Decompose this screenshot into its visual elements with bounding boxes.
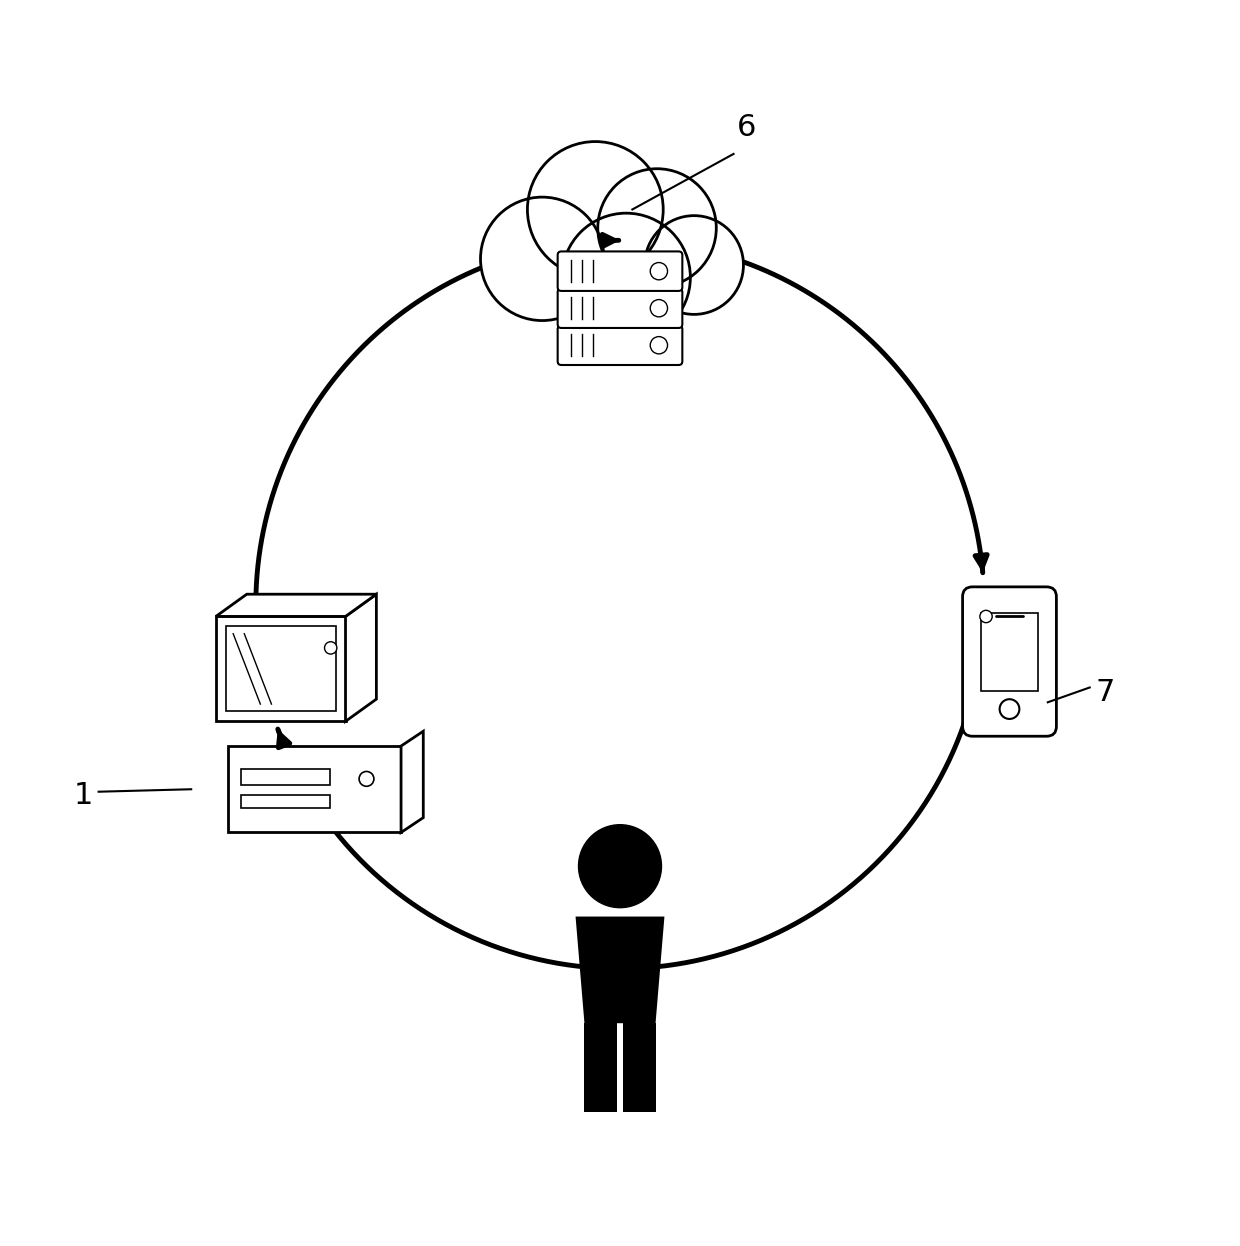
Circle shape [598, 168, 717, 288]
FancyBboxPatch shape [558, 252, 682, 290]
Bar [228, 746, 401, 832]
Circle shape [579, 825, 661, 907]
Bar [226, 627, 336, 711]
FancyBboxPatch shape [558, 325, 682, 365]
Polygon shape [346, 594, 377, 721]
FancyBboxPatch shape [962, 587, 1056, 736]
Bar [981, 613, 1038, 690]
Circle shape [360, 771, 374, 786]
Text: 1: 1 [74, 781, 93, 810]
FancyBboxPatch shape [558, 289, 682, 328]
Bar [216, 617, 346, 721]
Circle shape [650, 263, 667, 280]
Polygon shape [216, 594, 377, 617]
Bar [241, 795, 330, 809]
Circle shape [325, 642, 337, 654]
Circle shape [481, 197, 604, 320]
Bar [584, 1023, 618, 1113]
Circle shape [999, 699, 1019, 719]
Circle shape [645, 216, 744, 314]
Polygon shape [401, 731, 423, 832]
Bar [241, 769, 330, 785]
Text: 6: 6 [738, 112, 756, 142]
Polygon shape [575, 917, 665, 1023]
Circle shape [650, 336, 667, 354]
Text: 7: 7 [1096, 678, 1115, 706]
Circle shape [980, 611, 992, 623]
Circle shape [562, 213, 691, 341]
Bar [622, 1023, 656, 1113]
Circle shape [527, 142, 663, 278]
Circle shape [650, 299, 667, 316]
